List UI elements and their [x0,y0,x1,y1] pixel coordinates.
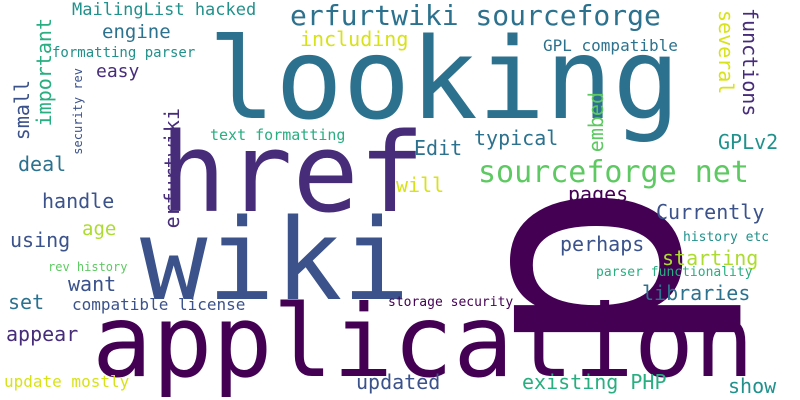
word-engine: engine [102,21,171,43]
word-pages: pages [568,182,629,206]
word-typical: typical [474,126,559,150]
word-deal: deal [18,152,67,176]
word-want: want [68,272,117,296]
word-starting: starting [662,246,759,270]
word-parser-functionality: parser functionality [596,265,753,280]
word-handle: handle [42,189,115,213]
word-mailinglist-hacked: MailingList hacked [72,0,257,20]
word-small: small [10,80,34,141]
word-currently: Currently [656,200,765,224]
word-wiki: wiki [140,196,410,326]
word-history-etc: history etc [683,230,770,245]
word-embed: embed [584,92,608,153]
word-set: set [8,290,45,314]
word-show: show [728,374,777,398]
word-security-rev: security rev [71,68,85,155]
word-easy: easy [96,61,140,82]
word-storage-security: storage security [388,295,514,310]
word-href: href [160,109,425,237]
word-formatting-parser: formatting parser [52,45,196,61]
word-appear: appear [6,322,79,346]
word-functions: functions [738,8,762,117]
word-existing-php: existing PHP [522,370,667,394]
word-edit: Edit [414,136,463,160]
word-including: including [300,27,409,51]
word-compatible-license: compatible license [72,295,246,314]
word-sourceforge-net: sourceforge net [478,155,749,190]
word-using: using [10,228,71,252]
word-will: will [396,173,445,197]
word-rev-history: rev history [48,260,128,274]
word-looking: looking [208,15,681,145]
word-erfurtwiki: erfurtwiki [160,108,184,229]
word-important: important [32,18,56,127]
word-gplv2: GPLv2 [718,130,779,154]
word-perhaps: perhaps [560,232,645,256]
word-erfurtwiki-sourceforge: erfurtwiki sourceforge [290,0,661,32]
word-text-formatting: text formatting [210,126,346,144]
word-update-mostly: update mostly [4,372,130,391]
word-application: application [92,283,755,400]
word-updated: updated [356,370,441,394]
word-gpl-compatible: GPL compatible [543,36,678,55]
word-libraries: libraries [642,281,751,305]
word-age: age [82,218,117,240]
word-several: several [714,10,738,95]
